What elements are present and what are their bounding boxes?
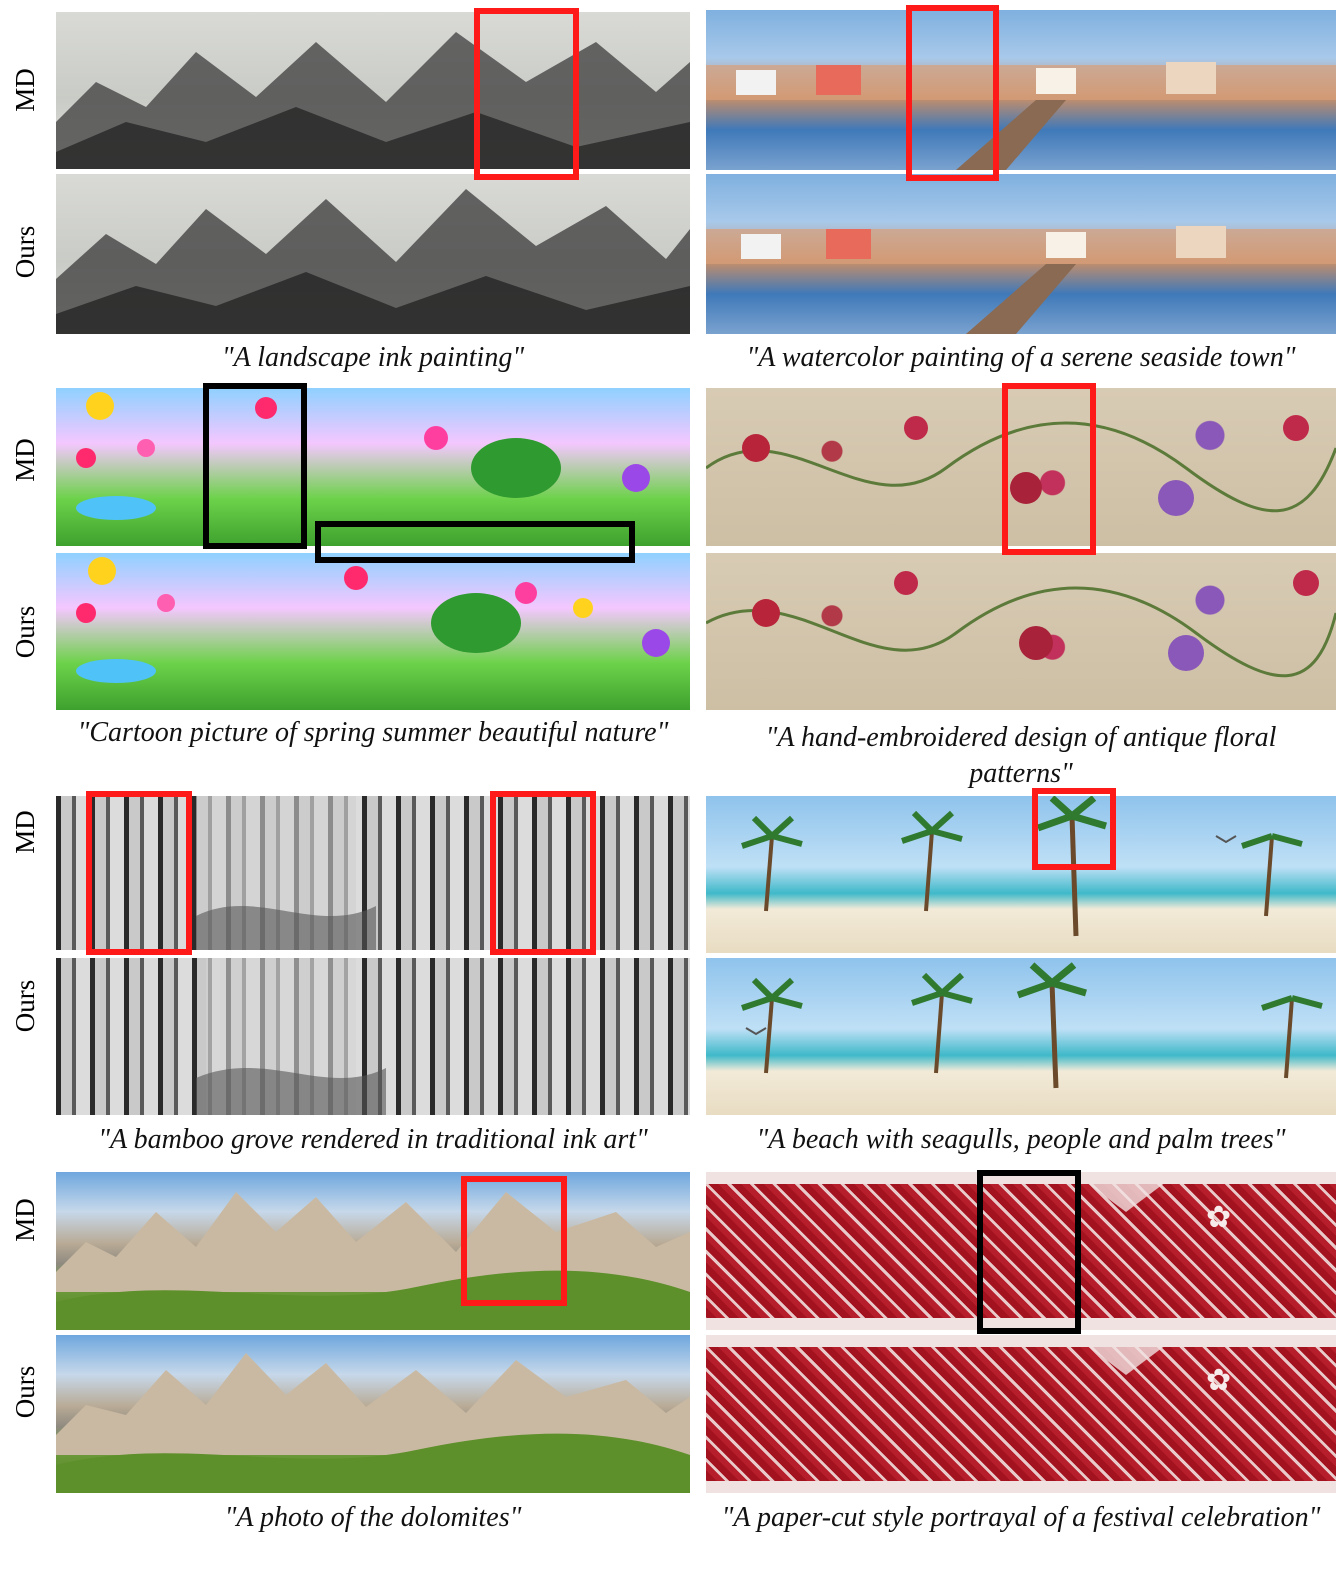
papercut-caption: "A paper-cut style portrayal of a festiv… [721,1502,1321,1533]
cartoon-md-highlight-box-bottom [315,521,635,563]
papercut-ours-image: ✿ [706,1335,1336,1493]
row-label-md: MD [9,1198,40,1242]
beach-md-highlight-box [1032,788,1116,870]
landscape-md-highlight-box [474,8,579,180]
row-label-md: MD [9,438,40,482]
embroidery-caption: "A hand-embroidered design of antique fl… [765,722,1277,789]
svg-text:✿: ✿ [1206,1200,1231,1235]
beach-ours-image [706,958,1336,1115]
seaside-caption: "A watercolor painting of a serene seasi… [746,342,1296,373]
row-label-ours: Ours [9,979,40,1033]
cartoon-caption: "Cartoon picture of spring summer beauti… [77,717,669,748]
bamboo-ours-image [56,958,690,1115]
embroidery-md-image [706,388,1336,546]
papercut-md-image: ✿ [706,1172,1336,1330]
bamboo-md-highlight-box-left [86,791,192,955]
bamboo-caption: "A bamboo grove rendered in traditional … [98,1124,648,1155]
dolomites-ours-image [56,1335,690,1493]
svg-text:✿: ✿ [1206,1363,1231,1398]
dolomites-md-image [56,1172,690,1330]
dolomites-caption: "A photo of the dolomites" [224,1502,522,1533]
beach-md-image [706,796,1336,953]
landscape-caption: "A landscape ink painting" [221,342,525,373]
papercut-md-highlight-box [977,1170,1081,1334]
dolomites-md-highlight-box [461,1176,567,1306]
landscape-md-image [56,12,690,169]
cartoon-ours-image [56,553,690,710]
row-label-md: MD [9,810,40,854]
seaside-md-image [706,10,1336,170]
seaside-md-highlight-box [906,5,999,181]
landscape-ours-image [56,174,690,334]
row-label-ours: Ours [9,1365,40,1419]
row-label-ours: Ours [9,225,40,279]
row-label-md: MD [9,68,40,112]
cartoon-md-highlight-box-left [203,383,307,549]
cartoon-md-image [56,388,690,546]
beach-caption: "A beach with seagulls, people and palm … [756,1124,1286,1155]
bamboo-md-highlight-box-right [490,791,596,955]
bamboo-md-image [56,796,690,950]
seaside-ours-image [706,174,1336,334]
embroidery-md-highlight-box [1002,383,1096,555]
row-label-ours: Ours [9,605,40,659]
embroidery-ours-image [706,553,1336,710]
